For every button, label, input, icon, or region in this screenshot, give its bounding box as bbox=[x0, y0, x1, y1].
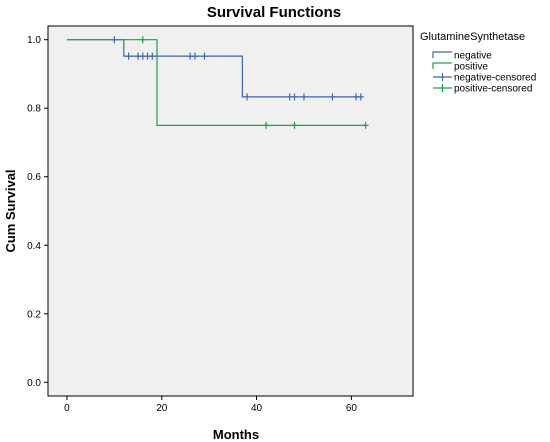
y-axis-label: Cum Survival bbox=[3, 169, 18, 252]
negative-censored-mark bbox=[291, 93, 298, 101]
negative-censored-mark bbox=[329, 93, 336, 101]
legend-item-negative-censored: negative-censored bbox=[433, 73, 536, 84]
negative-censored-mark bbox=[244, 93, 251, 101]
legend-item-negative: negative bbox=[432, 51, 492, 62]
x-tick-label: 60 bbox=[346, 403, 358, 414]
y-tick-label: 0.4 bbox=[27, 241, 41, 252]
positive-censored-mark bbox=[362, 121, 369, 129]
positive-censored-mark bbox=[139, 36, 146, 44]
y-tick-label: 0.2 bbox=[27, 309, 41, 320]
legend-swatch bbox=[432, 62, 452, 69]
legend: GlutamineSynthetase negativepositivenega… bbox=[420, 31, 536, 95]
positive-censored-mark bbox=[263, 121, 270, 129]
y-tick-label: 1.0 bbox=[27, 35, 41, 46]
negative-censored-mark bbox=[300, 93, 307, 101]
x-axis-label: Months bbox=[213, 427, 259, 442]
y-axis: 0.0 0.2 0.4 0.6 0.8 1.0 bbox=[27, 35, 48, 389]
legend-label: positive bbox=[454, 62, 488, 73]
x-axis: 0 20 40 60 bbox=[64, 396, 357, 414]
series-line-positive bbox=[67, 39, 366, 127]
legend-label: negative-censored bbox=[454, 73, 536, 84]
legend-label: positive-censored bbox=[454, 84, 532, 95]
y-tick-label: 0.0 bbox=[27, 378, 41, 389]
x-tick-label: 40 bbox=[251, 403, 263, 414]
negative-censored-mark bbox=[357, 93, 364, 101]
negative-censored-mark bbox=[191, 52, 198, 60]
y-tick-label: 0.8 bbox=[27, 104, 41, 115]
plot-area bbox=[47, 25, 414, 397]
series-layer bbox=[67, 36, 369, 129]
legend-item-positive: positive bbox=[432, 62, 488, 73]
x-tick-label: 20 bbox=[156, 403, 168, 414]
legend-item-positive-censored: positive-censored bbox=[433, 84, 532, 95]
positive-censored-mark bbox=[291, 121, 298, 129]
y-tick-label: 0.6 bbox=[27, 172, 41, 183]
legend-title: GlutamineSynthetase bbox=[420, 31, 525, 43]
negative-censored-mark bbox=[201, 52, 208, 60]
negative-censored-mark bbox=[125, 52, 132, 60]
legend-label: negative bbox=[454, 51, 492, 62]
x-tick-label: 0 bbox=[64, 403, 70, 414]
negative-censored-mark bbox=[149, 52, 156, 60]
legend-swatch bbox=[432, 51, 452, 58]
chart-title: Survival Functions bbox=[207, 4, 341, 21]
